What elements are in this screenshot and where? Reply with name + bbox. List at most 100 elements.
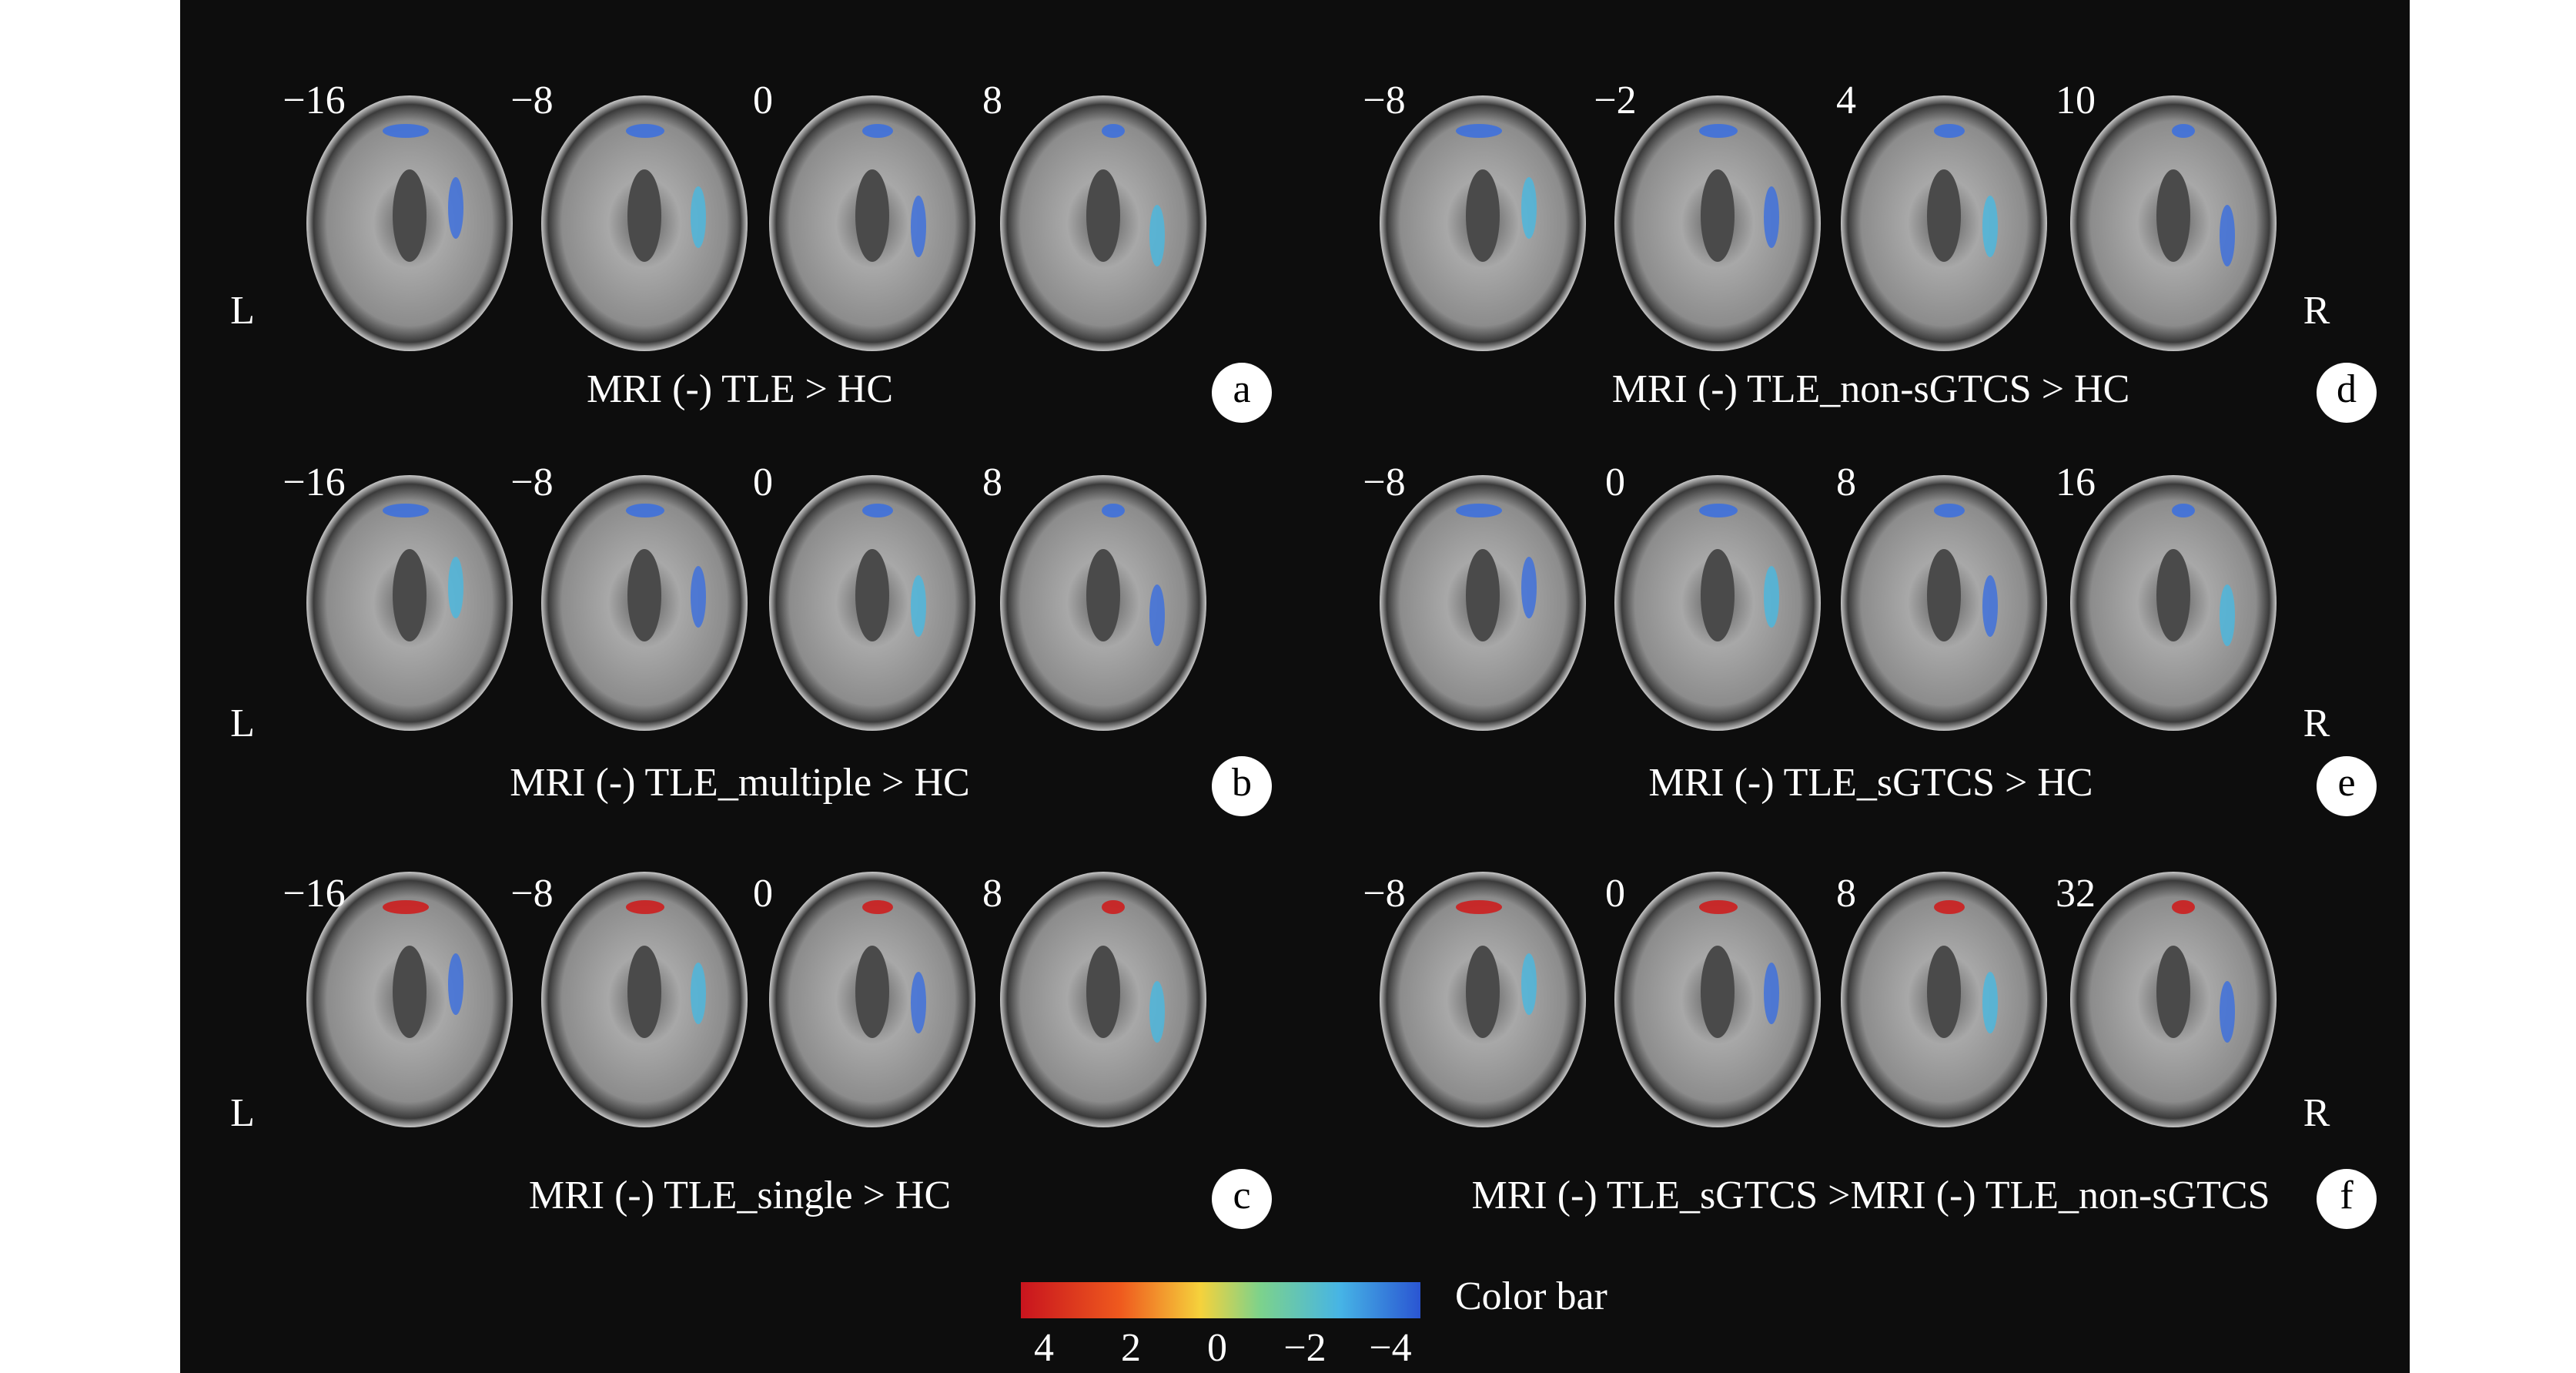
activation [383,124,429,138]
ventricle [2156,169,2190,262]
ventricle [627,549,661,641]
ventricle [1086,946,1120,1038]
ventricle [1927,169,1961,262]
activation [1764,963,1779,1024]
panel-caption: MRI (-) TLE_sGTCS >MRI (-) TLE_non-sGTCS [1471,1174,2270,1217]
slice-label: −8 [1363,872,1405,916]
slice-label: 0 [753,872,773,916]
letter-badge [2317,756,2377,816]
slice-label: −8 [1363,79,1405,122]
activation [1149,205,1165,266]
activation [1521,953,1537,1015]
activation [2220,584,2235,646]
activation [2172,900,2195,914]
activation [911,196,926,257]
ventricle [855,946,889,1038]
slice-label: −16 [283,460,345,504]
panel-letter: c [1233,1174,1250,1217]
ventricle [393,549,427,641]
slice-label: −2 [1594,79,1636,122]
panel-caption: MRI (-) TLE_multiple > HC [510,761,969,805]
color-bar-tick: 2 [1121,1326,1141,1370]
ventricle [1927,946,1961,1038]
activation [448,177,463,239]
ventricle [1927,549,1961,641]
ventricle [1701,169,1735,262]
activation [1699,900,1738,914]
color-bar [1021,1282,1420,1318]
color-bar-label: Color bar [1455,1274,1607,1318]
activation [1456,504,1502,517]
slice-label: −16 [283,872,345,916]
activation [1456,900,1502,914]
panel-caption: MRI (-) TLE_single > HC [529,1174,951,1217]
activation [691,963,706,1024]
activation [448,953,463,1015]
ventricle [393,946,427,1038]
slice-label: −8 [510,79,553,122]
activation [1934,900,1965,914]
ventricle [1466,946,1500,1038]
slice-label: 8 [982,872,1002,916]
activation [911,972,926,1033]
panel-caption: MRI (-) TLE_non-sGTCS > HC [1612,367,2130,411]
activation [911,575,926,637]
activation [1102,124,1125,138]
activation [1102,504,1125,517]
slice-label: 0 [1605,460,1625,504]
letter-badge [1212,363,1272,423]
ventricle [1086,549,1120,641]
activation [691,566,706,628]
slice-label: 32 [2056,872,2096,916]
activation [1699,124,1738,138]
activation [1149,981,1165,1043]
activation [1982,196,1998,257]
side-label: R [2303,702,2330,745]
activation [2172,124,2195,138]
letter-badge [1212,1169,1272,1229]
slice-label: 8 [982,79,1002,122]
panel-caption: MRI (-) TLE > HC [587,367,893,411]
letter-badge [2317,363,2377,423]
panel-letter: a [1233,367,1250,411]
slice-label: 8 [982,460,1002,504]
activation [1102,900,1125,914]
ventricle [2156,946,2190,1038]
ventricle [393,169,427,262]
color-bar-tick: −4 [1369,1326,1411,1370]
slice-label: −16 [283,79,345,122]
ventricle [1701,946,1735,1038]
slice-label: −8 [510,460,553,504]
ventricle [627,169,661,262]
activation [1982,575,1998,637]
activation [383,504,429,517]
panel-letter: f [2340,1174,2354,1217]
activation [2220,205,2235,266]
panel-letter: e [2337,761,2355,805]
slice-label: 0 [753,460,773,504]
color-bar-tick: 4 [1034,1326,1054,1370]
activation [626,504,664,517]
color-bar-tick: −2 [1283,1326,1326,1370]
activation [1521,177,1537,239]
side-label: L [230,1091,255,1135]
panel-letter: b [1232,761,1252,805]
side-label: L [230,289,255,333]
activation [862,900,893,914]
side-label: L [230,702,255,745]
ventricle [1466,549,1500,641]
activation [1764,566,1779,628]
activation [1934,504,1965,517]
activation [1149,584,1165,646]
color-bar-tick: 0 [1207,1326,1227,1370]
ventricle [1466,169,1500,262]
activation [862,504,893,517]
activation [1521,557,1537,618]
activation [383,900,429,914]
activation [691,186,706,248]
letter-badge [1212,756,1272,816]
activation [2172,504,2195,517]
activation [626,124,664,138]
activation [2220,981,2235,1043]
